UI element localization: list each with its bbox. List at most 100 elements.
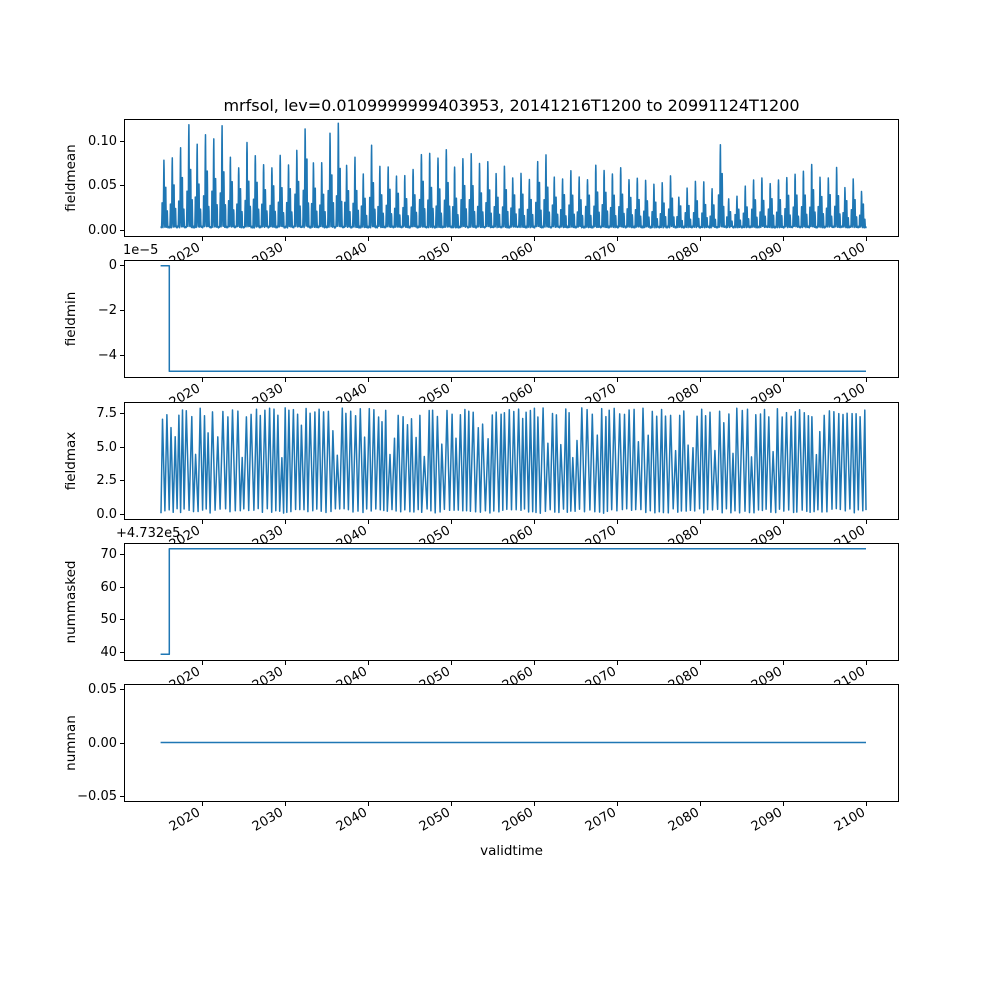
- y-axis-label-fieldmin: fieldmin: [63, 291, 79, 347]
- x-tick: [368, 660, 370, 665]
- x-tick-label: 2070: [582, 240, 619, 270]
- x-tick: [534, 378, 536, 383]
- x-tick: [866, 660, 868, 665]
- x-tick: [285, 378, 286, 383]
- y-tick: [120, 309, 124, 311]
- x-tick: [783, 519, 785, 524]
- x-tick-label: 2070: [582, 805, 619, 835]
- x-tick-label: 2050: [416, 522, 453, 553]
- figure-title: mrfsol, lev=0.0109999999403953, 20141216…: [223, 96, 800, 115]
- x-tick: [700, 519, 702, 524]
- x-tick-label: 2090: [748, 522, 785, 553]
- y-tick: [120, 265, 124, 267]
- x-tick: [534, 519, 536, 524]
- x-tick-label: 2060: [499, 805, 536, 835]
- x-tick-label: 2020: [167, 805, 204, 835]
- x-tick: [866, 519, 868, 524]
- x-tick-label: 2100: [831, 240, 868, 270]
- x-axis-label: validtime: [480, 843, 543, 859]
- x-tick-label: 2080: [665, 522, 702, 553]
- x-tick: [202, 660, 203, 665]
- y-tick: [120, 651, 124, 653]
- plot-area-fieldmean: [124, 119, 899, 237]
- x-tick-label: 2020: [167, 663, 204, 694]
- x-tick: [202, 519, 203, 524]
- x-tick-label: 2090: [748, 805, 785, 835]
- y-tick: [120, 796, 124, 798]
- y-tick-label: 0.05: [88, 178, 117, 194]
- x-tick: [534, 237, 536, 241]
- x-tick: [866, 237, 868, 241]
- x-tick-label: 2030: [250, 663, 287, 694]
- x-tick: [202, 378, 203, 383]
- x-tick-label: 2080: [665, 805, 702, 835]
- x-tick: [451, 237, 453, 241]
- plot-area-fieldmax: [124, 401, 899, 520]
- x-tick-label: 2070: [582, 381, 619, 411]
- x-tick: [451, 802, 453, 806]
- x-tick: [783, 660, 785, 665]
- x-tick: [617, 519, 619, 524]
- x-tick-label: 2100: [831, 381, 868, 411]
- y-tick-label: 0.05: [88, 681, 117, 697]
- y-tick-label: 0: [108, 258, 117, 274]
- y-tick: [120, 140, 124, 142]
- y-tick-label: 0.10: [88, 133, 117, 149]
- x-tick: [368, 237, 370, 241]
- x-tick: [534, 660, 536, 665]
- y-tick: [120, 554, 124, 556]
- x-tick: [866, 802, 868, 806]
- y-tick: [120, 185, 124, 187]
- x-tick-label: 2050: [416, 240, 453, 270]
- x-tick-label: 2060: [499, 663, 536, 694]
- x-tick-label: 2090: [748, 381, 785, 411]
- x-tick: [202, 802, 203, 806]
- y-tick: [120, 229, 124, 231]
- y-axis-label-numnan: numnan: [63, 715, 79, 771]
- x-tick: [783, 802, 785, 806]
- y-tick-label: −4: [97, 347, 117, 363]
- x-tick-label: 2100: [831, 805, 868, 835]
- x-tick-label: 2100: [831, 522, 868, 553]
- x-tick: [451, 519, 453, 524]
- x-tick: [866, 378, 868, 383]
- x-tick-label: 2020: [167, 522, 204, 553]
- x-tick: [783, 378, 785, 383]
- y-tick-label: 0.00: [88, 735, 117, 751]
- series-line-fieldmin: [160, 265, 866, 373]
- y-tick: [120, 742, 124, 744]
- y-tick-label: 5.0: [96, 439, 117, 455]
- x-tick-label: 2090: [748, 240, 785, 270]
- x-tick-label: 2040: [333, 522, 370, 553]
- x-tick: [368, 519, 370, 524]
- x-tick-label: 2040: [333, 240, 370, 270]
- x-tick-label: 2050: [416, 805, 453, 835]
- x-tick: [617, 237, 619, 241]
- x-tick-label: 2080: [665, 381, 702, 411]
- x-tick: [617, 802, 619, 806]
- x-tick-label: 2080: [665, 663, 702, 694]
- x-tick: [617, 660, 619, 665]
- y-tick-label: 0.0: [96, 506, 117, 522]
- y-tick-label: 60: [100, 579, 117, 595]
- y-tick: [120, 354, 124, 356]
- x-tick-label: 2070: [582, 663, 619, 694]
- series-line-fieldmax: [160, 406, 867, 514]
- x-tick-label: 2060: [499, 240, 536, 270]
- y-tick-label: −0.05: [77, 789, 117, 805]
- x-tick: [700, 378, 702, 383]
- y-axis-offset-text: 1e−5: [123, 243, 159, 259]
- x-tick-label: 2050: [416, 663, 453, 694]
- y-tick: [120, 513, 124, 515]
- y-tick-label: 2.5: [96, 473, 117, 489]
- x-tick-label: 2090: [748, 663, 785, 694]
- y-tick: [120, 480, 124, 482]
- x-tick-label: 2040: [333, 663, 370, 694]
- y-axis-label-fieldmean: fieldmean: [63, 144, 79, 212]
- y-axis-offset-text: +4.732e5: [116, 525, 181, 541]
- y-tick: [120, 688, 124, 690]
- x-tick-label: 2040: [333, 381, 370, 411]
- series-line-fieldmean: [160, 122, 867, 229]
- x-tick: [700, 802, 702, 806]
